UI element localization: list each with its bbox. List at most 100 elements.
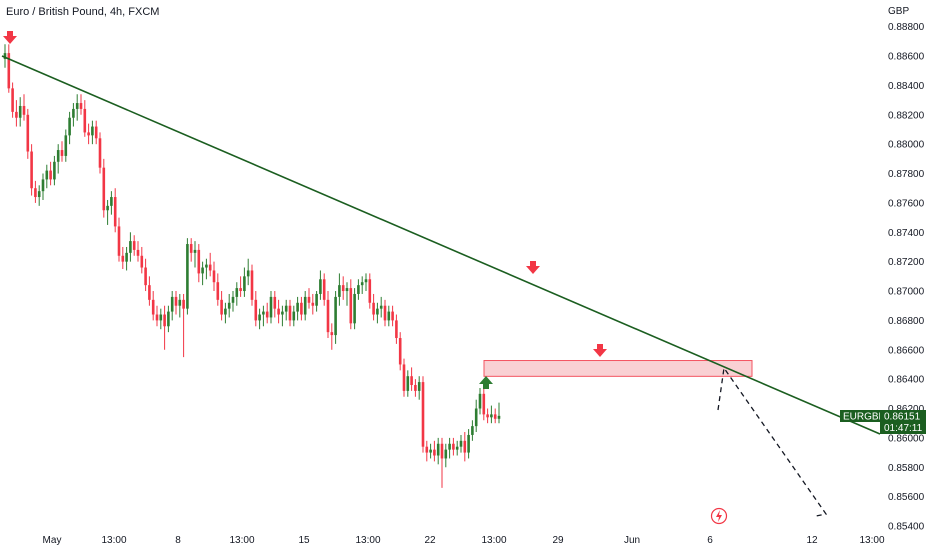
candle-body xyxy=(239,288,242,292)
candle-body xyxy=(227,302,231,309)
candle-body xyxy=(425,446,429,453)
candle-body xyxy=(121,255,125,262)
candle-body xyxy=(144,267,147,286)
candle xyxy=(212,261,216,292)
candle-body xyxy=(360,282,364,286)
candle xyxy=(421,376,425,453)
candle xyxy=(7,44,11,93)
candle-body xyxy=(170,296,174,312)
candle-body xyxy=(436,443,440,456)
x-tick-label: 13:00 xyxy=(229,535,254,546)
candle xyxy=(296,296,299,321)
candle xyxy=(11,82,14,118)
candle-body xyxy=(155,314,159,321)
candle-body xyxy=(319,279,322,294)
x-tick-label: 13:00 xyxy=(101,535,126,546)
candle xyxy=(387,305,391,327)
candle xyxy=(357,279,360,300)
candle-body xyxy=(178,299,182,306)
candle-body xyxy=(277,308,280,315)
candle-body xyxy=(452,443,455,450)
candle-body xyxy=(132,241,136,250)
candle-body xyxy=(7,53,11,89)
y-tick-label: 0.88000 xyxy=(888,140,925,151)
candle xyxy=(334,291,337,344)
candle xyxy=(231,291,235,312)
candle-body xyxy=(216,282,220,300)
candle xyxy=(174,291,178,315)
candle xyxy=(94,120,98,145)
candle-body xyxy=(30,151,33,189)
candle-body xyxy=(258,314,261,321)
candle-body xyxy=(387,311,391,321)
candle-body xyxy=(113,197,117,227)
candle-body xyxy=(459,440,463,447)
x-tick-label: May xyxy=(43,535,62,546)
candle xyxy=(49,161,52,186)
candle-body xyxy=(129,241,132,253)
candle xyxy=(402,358,406,397)
y-tick-label: 0.87600 xyxy=(888,198,925,209)
candle xyxy=(254,291,258,327)
candle xyxy=(239,276,242,297)
candle-body xyxy=(60,150,64,156)
candle xyxy=(83,100,87,137)
candle xyxy=(243,267,246,297)
y-tick-label: 0.85400 xyxy=(888,522,925,533)
candle-body xyxy=(53,161,56,180)
candle-body xyxy=(140,255,144,268)
candle-body xyxy=(273,296,277,309)
candle xyxy=(60,141,64,162)
candle-body xyxy=(322,279,326,300)
candle xyxy=(364,273,368,292)
candle xyxy=(353,288,356,330)
candle-body xyxy=(372,302,375,315)
candle xyxy=(478,387,482,415)
candle-body xyxy=(49,170,52,180)
time-axis[interactable]: May 13:00 8 13:00 15 13:00 22 13:00 29 Jun 6 12 13:0… xyxy=(43,535,885,546)
candle xyxy=(151,291,155,321)
candle xyxy=(197,244,201,283)
candle-body xyxy=(349,288,353,324)
down-arrow-marker xyxy=(3,31,17,44)
candle xyxy=(341,276,345,300)
candle xyxy=(186,238,189,315)
candle-body xyxy=(18,105,22,118)
candle-body xyxy=(182,299,185,309)
candle-body xyxy=(189,244,193,253)
x-tick-label: 13:00 xyxy=(355,535,380,546)
candle-body xyxy=(307,296,311,303)
candle-body xyxy=(163,314,166,327)
candle-body xyxy=(414,385,417,391)
candle xyxy=(3,44,7,68)
price-axis[interactable]: 0.88800 0.88600 0.88400 0.88200 0.88000 0.878… xyxy=(888,22,925,532)
annotation-lines-layer xyxy=(1,55,881,517)
badge-symbol: EURGBP xyxy=(843,412,886,423)
candle xyxy=(26,108,30,159)
candle-body xyxy=(159,314,163,321)
candle-body xyxy=(338,285,341,297)
candle xyxy=(281,305,284,327)
candle xyxy=(417,376,421,400)
candle xyxy=(148,276,151,306)
candle xyxy=(493,408,497,424)
candle xyxy=(368,273,372,309)
y-tick-label: 0.88600 xyxy=(888,52,925,63)
candle-body xyxy=(254,299,258,321)
candle xyxy=(391,305,394,327)
candle xyxy=(322,273,326,306)
candle xyxy=(41,173,45,200)
candle-body xyxy=(235,288,239,297)
candle-body xyxy=(406,376,410,391)
candle xyxy=(463,432,467,462)
candle-body xyxy=(471,426,474,435)
candle-body xyxy=(311,302,315,306)
candle-body xyxy=(467,434,470,453)
bolt-icon[interactable] xyxy=(710,507,728,525)
y-tick-label: 0.87200 xyxy=(888,257,925,268)
candle-body xyxy=(151,299,155,315)
markers-layer xyxy=(3,31,607,389)
candle xyxy=(349,279,353,330)
badge-price-box xyxy=(880,410,926,434)
